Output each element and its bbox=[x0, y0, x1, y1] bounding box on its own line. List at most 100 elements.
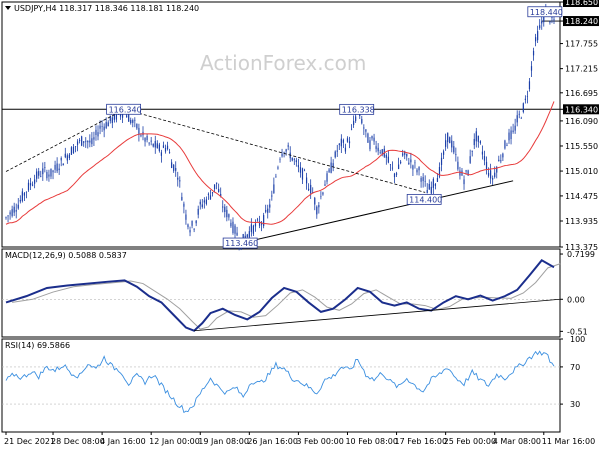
candle-body bbox=[516, 115, 518, 123]
candle-body bbox=[534, 37, 537, 42]
candle-body bbox=[191, 220, 193, 226]
candle-body bbox=[224, 206, 226, 213]
candle-body bbox=[275, 176, 277, 178]
candle-body bbox=[64, 153, 66, 158]
candle-body bbox=[213, 184, 216, 190]
candle-body bbox=[199, 201, 201, 205]
annotation-box bbox=[527, 6, 563, 18]
candle-body bbox=[281, 153, 283, 157]
candle-body bbox=[381, 149, 383, 155]
candle-body bbox=[414, 162, 416, 164]
candle-body bbox=[363, 127, 365, 129]
candle-body bbox=[17, 204, 19, 209]
candle-body bbox=[11, 209, 13, 216]
candle-body bbox=[230, 222, 232, 227]
candle-body bbox=[393, 173, 396, 178]
candle-body bbox=[38, 171, 40, 176]
candle-body bbox=[316, 206, 318, 215]
candle-body bbox=[492, 178, 494, 180]
candle-body bbox=[13, 206, 15, 213]
candle-body bbox=[485, 161, 488, 170]
candle-body bbox=[432, 178, 434, 188]
candle-body bbox=[301, 168, 304, 180]
candle-body bbox=[146, 135, 148, 141]
candle-body bbox=[205, 199, 207, 204]
rsi-tick-label: 100 bbox=[570, 335, 585, 344]
candle-body bbox=[424, 180, 426, 182]
candle-body bbox=[440, 157, 443, 165]
candle-body bbox=[79, 139, 81, 141]
candle-body bbox=[226, 209, 228, 218]
candle-body bbox=[428, 183, 430, 190]
candle-body bbox=[177, 177, 179, 180]
candle-body bbox=[404, 151, 406, 155]
candle-body bbox=[197, 208, 199, 215]
annotation-box bbox=[106, 103, 141, 115]
candle-body bbox=[397, 164, 400, 170]
rising-support-trendline bbox=[241, 180, 514, 244]
candle-body bbox=[103, 126, 105, 131]
candle-body bbox=[479, 141, 481, 144]
x-tick-label: 25 Feb 00:00 bbox=[444, 437, 496, 446]
candle-body bbox=[46, 172, 48, 179]
candle-body bbox=[520, 118, 522, 119]
candle-body bbox=[412, 165, 414, 170]
candle-body bbox=[342, 139, 344, 143]
candle-body bbox=[256, 219, 259, 221]
candle-body bbox=[305, 177, 308, 184]
candle-body bbox=[150, 140, 152, 142]
candle-body bbox=[160, 152, 163, 156]
x-tick-label: 4 Jan 16:00 bbox=[100, 437, 146, 446]
candle-body bbox=[326, 173, 328, 182]
candle-body bbox=[130, 120, 132, 124]
y-tick-label: 115.010 bbox=[565, 167, 598, 176]
candle-body bbox=[285, 149, 287, 152]
candle-body bbox=[95, 129, 97, 136]
x-tick-label: 12 Jan 00:00 bbox=[149, 437, 200, 446]
candle-body bbox=[500, 160, 502, 162]
macd-title: MACD(12,26,9) 0.5088 0.5837 bbox=[5, 251, 127, 260]
candle-body bbox=[220, 193, 222, 196]
candle-body bbox=[447, 132, 449, 143]
candle-body bbox=[29, 183, 32, 186]
candle-body bbox=[410, 159, 412, 163]
candle-body bbox=[318, 205, 320, 208]
channel-upper-dashed-line bbox=[5, 108, 125, 172]
candle-body bbox=[107, 122, 109, 127]
candle-body bbox=[31, 184, 34, 186]
candle-body bbox=[48, 174, 50, 177]
candle-body bbox=[62, 163, 64, 166]
candle-body bbox=[408, 162, 410, 165]
candle-body bbox=[175, 167, 177, 171]
candle-body bbox=[273, 184, 275, 194]
candle-body bbox=[54, 164, 56, 170]
y-tick-label: 118.240 bbox=[565, 17, 598, 26]
candle-body bbox=[164, 147, 167, 152]
candle-body bbox=[463, 179, 465, 185]
rsi-line bbox=[5, 350, 555, 414]
candle-body bbox=[367, 133, 369, 143]
macd-panel-frame bbox=[1, 248, 561, 338]
candle-body bbox=[42, 168, 44, 175]
macd-trendline bbox=[194, 298, 561, 332]
x-tick-label: 4 Mar 08:00 bbox=[493, 437, 541, 446]
candle-body bbox=[87, 141, 89, 143]
candle-body bbox=[283, 152, 285, 154]
candle-body bbox=[74, 146, 77, 147]
candle-body bbox=[52, 170, 54, 173]
candle-body bbox=[498, 159, 500, 162]
candle-body bbox=[126, 115, 128, 118]
candle-body bbox=[504, 140, 506, 149]
collapse-triangle-icon bbox=[5, 6, 11, 10]
price-label-box bbox=[563, 0, 599, 7]
candle-body bbox=[355, 116, 357, 121]
candle-body bbox=[541, 21, 543, 24]
candle-body bbox=[58, 168, 60, 171]
candle-body bbox=[132, 120, 134, 123]
candle-body bbox=[426, 189, 428, 194]
x-tick-label: 19 Jan 08:00 bbox=[198, 437, 249, 446]
candle-body bbox=[459, 170, 461, 176]
y-tick-label: 115.550 bbox=[565, 142, 598, 151]
candle-body bbox=[97, 132, 99, 137]
price-label-box bbox=[563, 16, 599, 27]
